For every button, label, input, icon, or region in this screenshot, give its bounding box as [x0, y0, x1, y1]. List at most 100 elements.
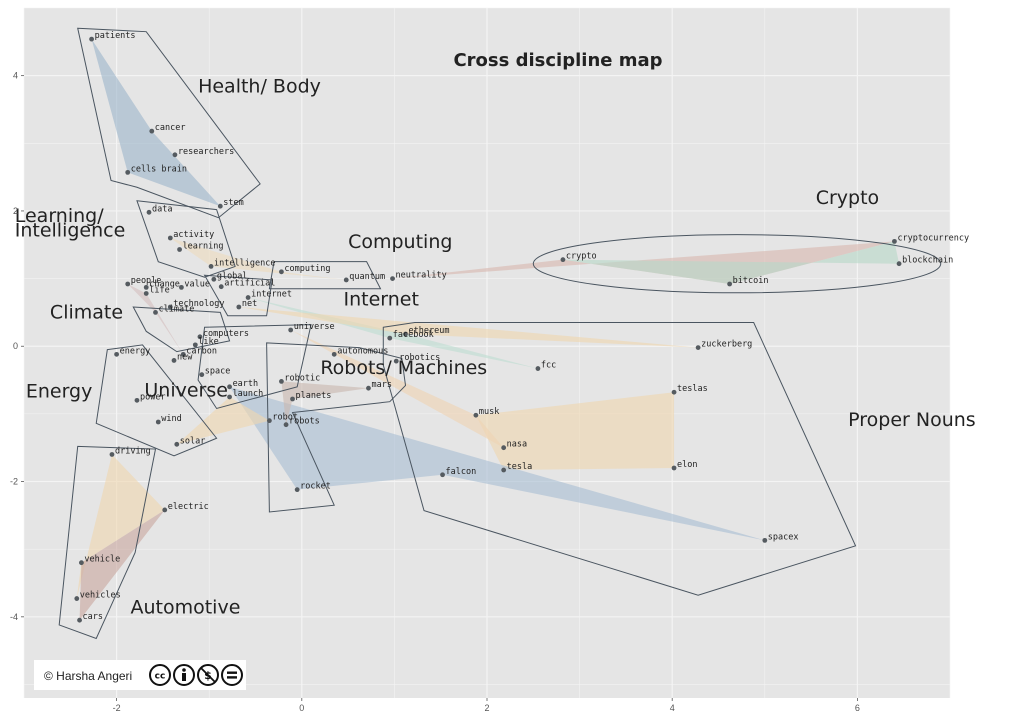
- y-tick-label: 2: [13, 206, 18, 216]
- point-marker: [294, 487, 300, 493]
- group-label-learning-intelligence-line2: Intelligence: [15, 220, 126, 242]
- point-marker: [227, 384, 232, 390]
- point: activity: [167, 230, 214, 241]
- point-marker: [236, 304, 242, 310]
- point: computers: [197, 329, 249, 340]
- group-label-learning-intelligence: Learning/: [15, 205, 104, 227]
- point-label: solar: [180, 436, 206, 446]
- point-marker: [125, 281, 131, 287]
- point-label: cars: [83, 612, 103, 622]
- point: climate: [153, 304, 194, 315]
- point: internet: [245, 290, 292, 300]
- point-marker: [167, 235, 173, 241]
- point-marker: [560, 257, 566, 263]
- point: life: [143, 285, 170, 296]
- point-label: value: [184, 279, 210, 289]
- point-label: researchers: [178, 147, 234, 157]
- point-label: ethereum: [409, 326, 450, 336]
- point-label: life: [149, 285, 169, 295]
- point: autonomous: [331, 346, 388, 357]
- overlay-polygon: [229, 386, 765, 541]
- point-label: robotics: [399, 353, 440, 363]
- point: power: [134, 392, 166, 403]
- point-marker: [279, 269, 284, 275]
- point-label: crypto: [566, 252, 597, 262]
- point: spacex: [762, 532, 799, 543]
- point-marker: [192, 342, 198, 348]
- point-marker: [197, 334, 203, 340]
- point-label: planets: [296, 391, 332, 401]
- point-marker: [393, 358, 399, 364]
- point-marker: [695, 345, 701, 350]
- point: change: [143, 279, 180, 290]
- group-outline-internet: [203, 274, 273, 317]
- overlay-polygon: [290, 330, 504, 448]
- point-marker: [227, 394, 232, 400]
- point-label: stem: [223, 198, 243, 208]
- point: fcc: [535, 361, 556, 371]
- overlay-polygon: [562, 241, 900, 284]
- point: falcon: [440, 467, 477, 478]
- point-marker: [366, 385, 371, 391]
- point: ethereum: [403, 326, 450, 337]
- point-label: cells brain: [131, 164, 187, 174]
- point-label: new: [177, 352, 193, 362]
- chart-title: Cross discipline map: [453, 50, 662, 71]
- point-marker: [762, 537, 768, 543]
- point: cancer: [149, 123, 186, 134]
- overlay-polygon: [76, 454, 165, 599]
- x-tick-label: 6: [855, 703, 860, 713]
- point: vehicle: [79, 555, 120, 566]
- point-marker: [266, 418, 272, 424]
- point: rocket: [294, 482, 331, 493]
- point: facebook: [387, 330, 434, 341]
- point-label: change: [149, 279, 180, 289]
- group-outline-health-body: [77, 27, 261, 219]
- group-label-energy: Energy: [26, 381, 93, 403]
- group-outline-crypto: [532, 234, 942, 294]
- point: computing: [279, 264, 330, 275]
- point-label: patients: [95, 31, 136, 41]
- point-label: internet: [251, 290, 292, 300]
- overlay-polygons: [76, 39, 900, 621]
- point-label: blockchain: [902, 256, 953, 266]
- point: robotics: [393, 353, 440, 364]
- point-label: robotic: [284, 373, 320, 383]
- point: like: [192, 337, 219, 348]
- point-marker: [535, 366, 541, 371]
- point-marker: [143, 284, 149, 290]
- point-marker: [79, 560, 84, 566]
- point: universe: [288, 322, 335, 333]
- point: tesla: [501, 462, 532, 473]
- point: net: [236, 299, 257, 310]
- point-marker: [171, 358, 177, 363]
- point: musk: [473, 407, 499, 418]
- point-label: technology: [173, 299, 224, 309]
- point-label: earth: [233, 379, 259, 389]
- point-label: carbon: [186, 346, 217, 356]
- point-marker: [331, 351, 337, 357]
- point: stem: [217, 198, 244, 209]
- point-label: vehicles: [80, 591, 121, 601]
- point-marker: [245, 295, 251, 300]
- point-marker: [671, 465, 677, 471]
- point: value: [179, 279, 210, 290]
- overlay-polygon: [475, 392, 675, 471]
- group-label-robots-machines: Robots/ Machines: [320, 357, 487, 379]
- point: wind: [155, 414, 182, 425]
- point-marker: [343, 277, 349, 283]
- point-label: elon: [677, 460, 697, 470]
- by-icon: [173, 664, 195, 686]
- point-marker: [167, 304, 173, 310]
- point: nasa: [501, 440, 527, 451]
- point-marker: [179, 284, 184, 290]
- group-label-automotive: Automotive: [130, 596, 240, 618]
- credit-box: © Harsha Angeri cc $: [34, 660, 246, 690]
- point-marker: [114, 351, 119, 357]
- point-marker: [89, 36, 94, 42]
- point-label: space: [205, 367, 231, 377]
- point: technology: [167, 299, 224, 310]
- point-label: universe: [294, 322, 335, 332]
- point-marker: [217, 203, 223, 209]
- point-label: falcon: [446, 467, 477, 477]
